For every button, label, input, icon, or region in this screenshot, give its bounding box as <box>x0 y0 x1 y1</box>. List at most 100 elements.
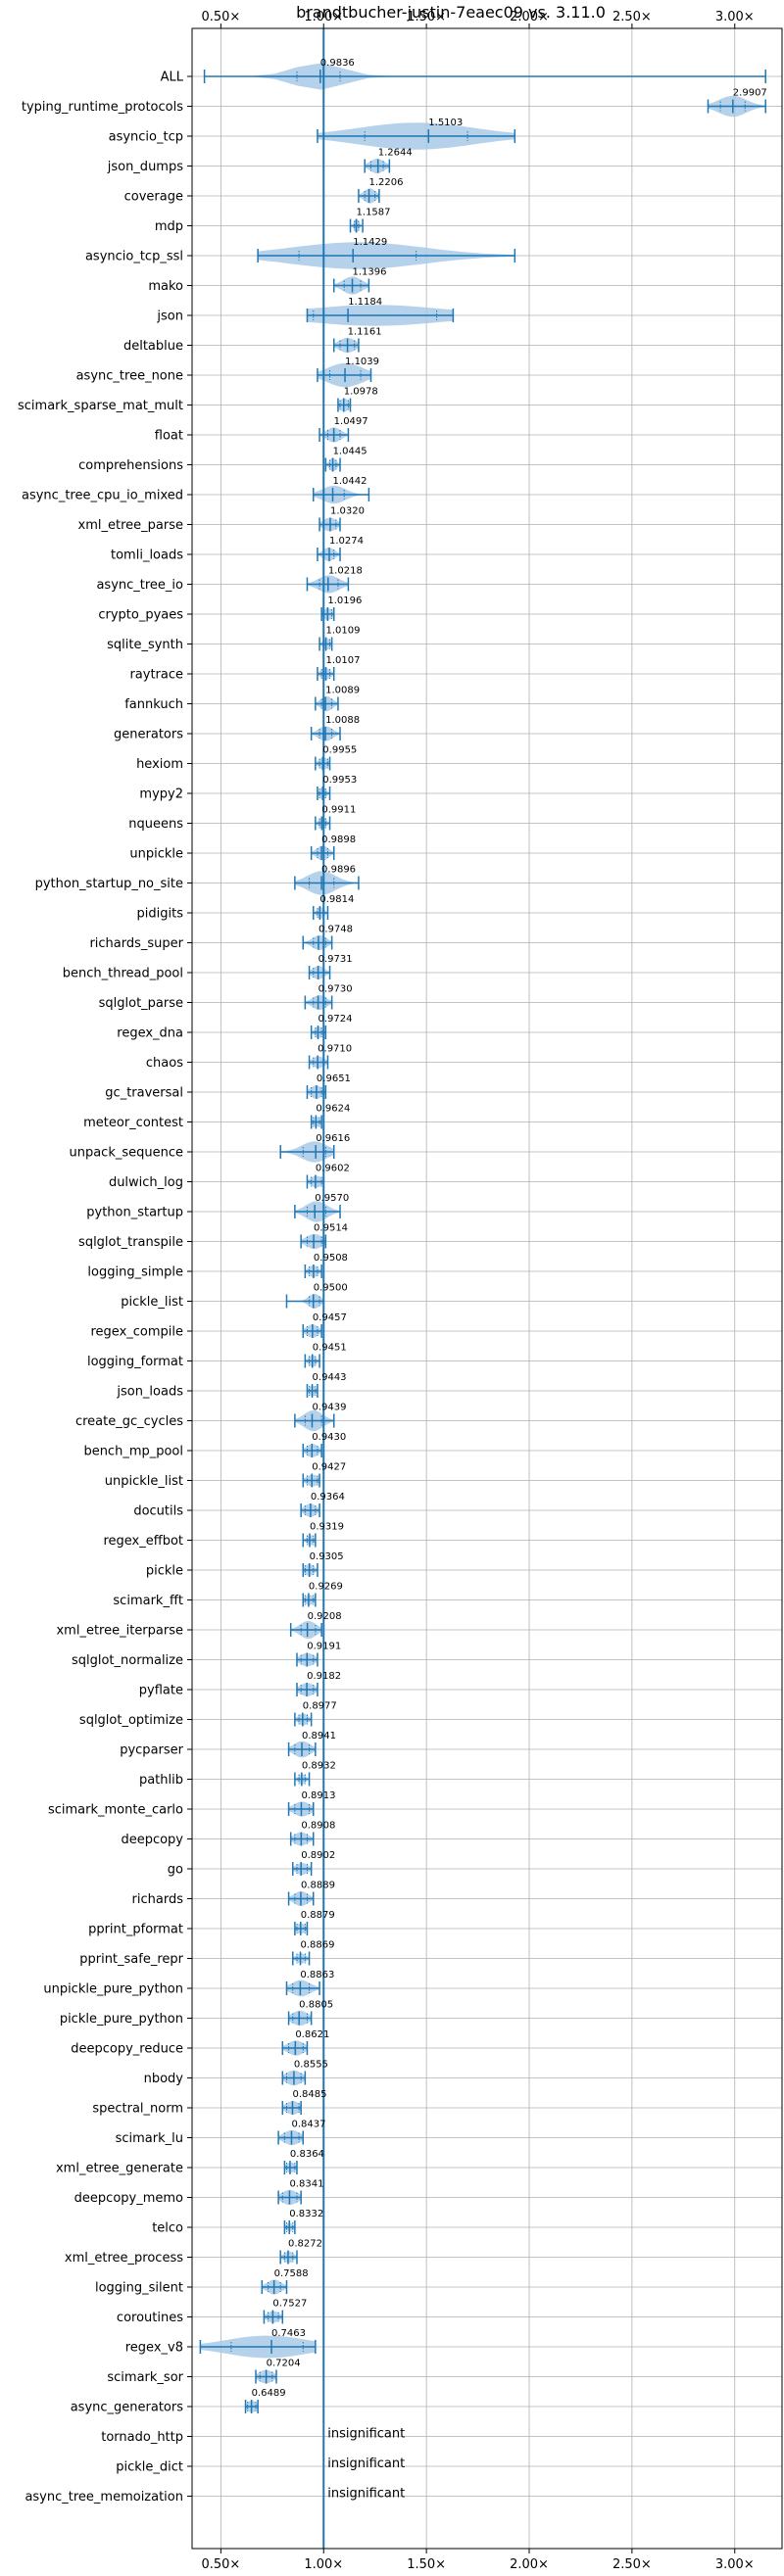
category-label: typing_runtime_protocols <box>22 100 183 115</box>
value-label: 0.9305 <box>310 1551 344 1562</box>
category-label: logging_format <box>87 1355 183 1369</box>
category-label: mypy2 <box>139 787 183 802</box>
category-label: crypto_pyaes <box>98 608 183 623</box>
value-label: 0.7463 <box>271 2328 306 2339</box>
category-label: chaos <box>146 1056 183 1071</box>
value-label: 1.2644 <box>378 148 413 159</box>
category-label: pickle_dict <box>116 2460 183 2475</box>
value-label: 0.9955 <box>322 745 357 756</box>
insignificant-label: insignificant <box>327 2427 405 2442</box>
x-tick-label-top: 3.00× <box>715 10 755 24</box>
value-label: 1.1184 <box>348 297 382 308</box>
category-label: go <box>168 1863 183 1878</box>
value-label: 0.8437 <box>291 2120 325 2130</box>
x-tick-label-bottom: 2.00× <box>510 2557 549 2572</box>
value-label: 1.5103 <box>428 118 463 128</box>
category-label: async_tree_memoization <box>24 2490 183 2504</box>
value-label: 1.0196 <box>327 596 362 606</box>
value-label: 0.9364 <box>311 1492 345 1503</box>
category-label: regex_effbot <box>103 1534 183 1549</box>
category-label: pickle_pure_python <box>60 2012 183 2027</box>
category-label: fannkuch <box>124 697 183 712</box>
value-label: 0.9814 <box>319 894 354 905</box>
category-label: gc_traversal <box>105 1086 183 1101</box>
category-label: deepcopy_memo <box>74 2191 183 2206</box>
insignificant-label: insignificant <box>327 2487 405 2502</box>
category-label: json <box>156 310 183 324</box>
category-label: async_tree_cpu_io_mixed <box>22 489 183 503</box>
x-tick-label-top: 1.50× <box>407 10 446 24</box>
x-tick-label-bottom: 0.50× <box>201 2557 240 2572</box>
category-label: json_dumps <box>107 160 183 174</box>
category-label: richards <box>132 1892 184 1907</box>
value-label: 0.9208 <box>308 1611 342 1622</box>
category-label: unpickle_pure_python <box>43 1982 183 1997</box>
value-label: 1.0088 <box>325 715 360 726</box>
insignificant-label: insignificant <box>327 2457 405 2471</box>
category-label: asyncio_tcp_ssl <box>85 250 183 264</box>
category-label: pyflate <box>139 1684 183 1698</box>
value-label: 0.8879 <box>301 1910 335 1921</box>
category-label: comprehensions <box>78 458 183 473</box>
labels: 0.50× 0.50× 1.00× 1.00× 1.50× 1.50× 2.00× 2.00×… <box>18 10 767 2572</box>
value-label: 0.8977 <box>303 1701 337 1712</box>
value-label: 0.9898 <box>321 835 356 845</box>
value-label: 1.0320 <box>330 506 365 517</box>
value-label: 0.6489 <box>252 2388 286 2399</box>
value-label: 1.1039 <box>345 357 379 367</box>
value-label: 0.9836 <box>320 58 355 69</box>
value-label: 0.9624 <box>316 1104 350 1115</box>
category-label: pathlib <box>139 1773 183 1788</box>
category-label: generators <box>114 728 183 742</box>
category-label: sqlglot_parse <box>99 996 183 1011</box>
value-label: 0.8341 <box>289 2179 323 2190</box>
x-tick-label-top: 2.00× <box>510 10 549 24</box>
category-label: tomli_loads <box>111 549 183 563</box>
value-label: 1.0089 <box>325 686 360 696</box>
category-label: meteor_contest <box>83 1116 183 1130</box>
category-label: pycparser <box>120 1743 183 1758</box>
value-label: 0.9457 <box>313 1312 347 1323</box>
category-label: coroutines <box>117 2311 183 2325</box>
category-label: unpack_sequence <box>69 1146 183 1161</box>
value-label: 0.9430 <box>312 1432 346 1443</box>
category-label: dulwich_log <box>109 1175 183 1190</box>
value-label: 0.9651 <box>317 1073 351 1084</box>
value-label: 0.9724 <box>318 1014 352 1025</box>
value-label: 1.0109 <box>326 626 361 637</box>
category-label: scimark_lu <box>116 2131 183 2146</box>
category-label: pidigits <box>137 907 184 922</box>
value-label: 0.9451 <box>313 1343 347 1354</box>
x-tick-label-top: 2.50× <box>612 10 652 24</box>
category-label: async_generators <box>71 2401 184 2415</box>
category-label: sqlglot_transpile <box>78 1235 183 1250</box>
category-label: logging_silent <box>95 2281 183 2296</box>
category-label: scimark_fft <box>113 1594 183 1608</box>
category-label: bench_mp_pool <box>83 1445 183 1459</box>
category-label: scimark_monte_carlo <box>48 1803 183 1818</box>
value-label: 0.9616 <box>316 1133 350 1144</box>
category-label: regex_v8 <box>125 2341 183 2356</box>
value-label: 1.0274 <box>329 536 364 547</box>
category-label: mdp <box>155 219 183 234</box>
category-label: richards_super <box>89 936 183 951</box>
category-label: pickle <box>146 1564 183 1579</box>
value-label: 0.8332 <box>289 2209 323 2219</box>
category-label: unpickle <box>129 847 183 862</box>
value-label: 0.9191 <box>307 1642 341 1652</box>
value-label: 0.7527 <box>272 2299 307 2310</box>
category-label: pprint_pformat <box>88 1923 183 1937</box>
category-label: json_loads <box>116 1385 183 1400</box>
category-label: scimark_sor <box>107 2370 183 2385</box>
value-label: 0.8913 <box>301 1790 335 1801</box>
category-label: xml_etree_generate <box>56 2162 183 2176</box>
value-label: 0.9731 <box>318 954 353 965</box>
value-label: 0.7204 <box>267 2359 301 2369</box>
category-label: nbody <box>144 2072 184 2086</box>
category-label: spectral_norm <box>92 2102 183 2117</box>
violins <box>199 63 766 2413</box>
value-label: 1.0497 <box>334 416 368 427</box>
grid-lines <box>187 24 782 2553</box>
value-label: 0.8805 <box>299 2000 333 2011</box>
value-label: 0.9730 <box>318 984 353 995</box>
